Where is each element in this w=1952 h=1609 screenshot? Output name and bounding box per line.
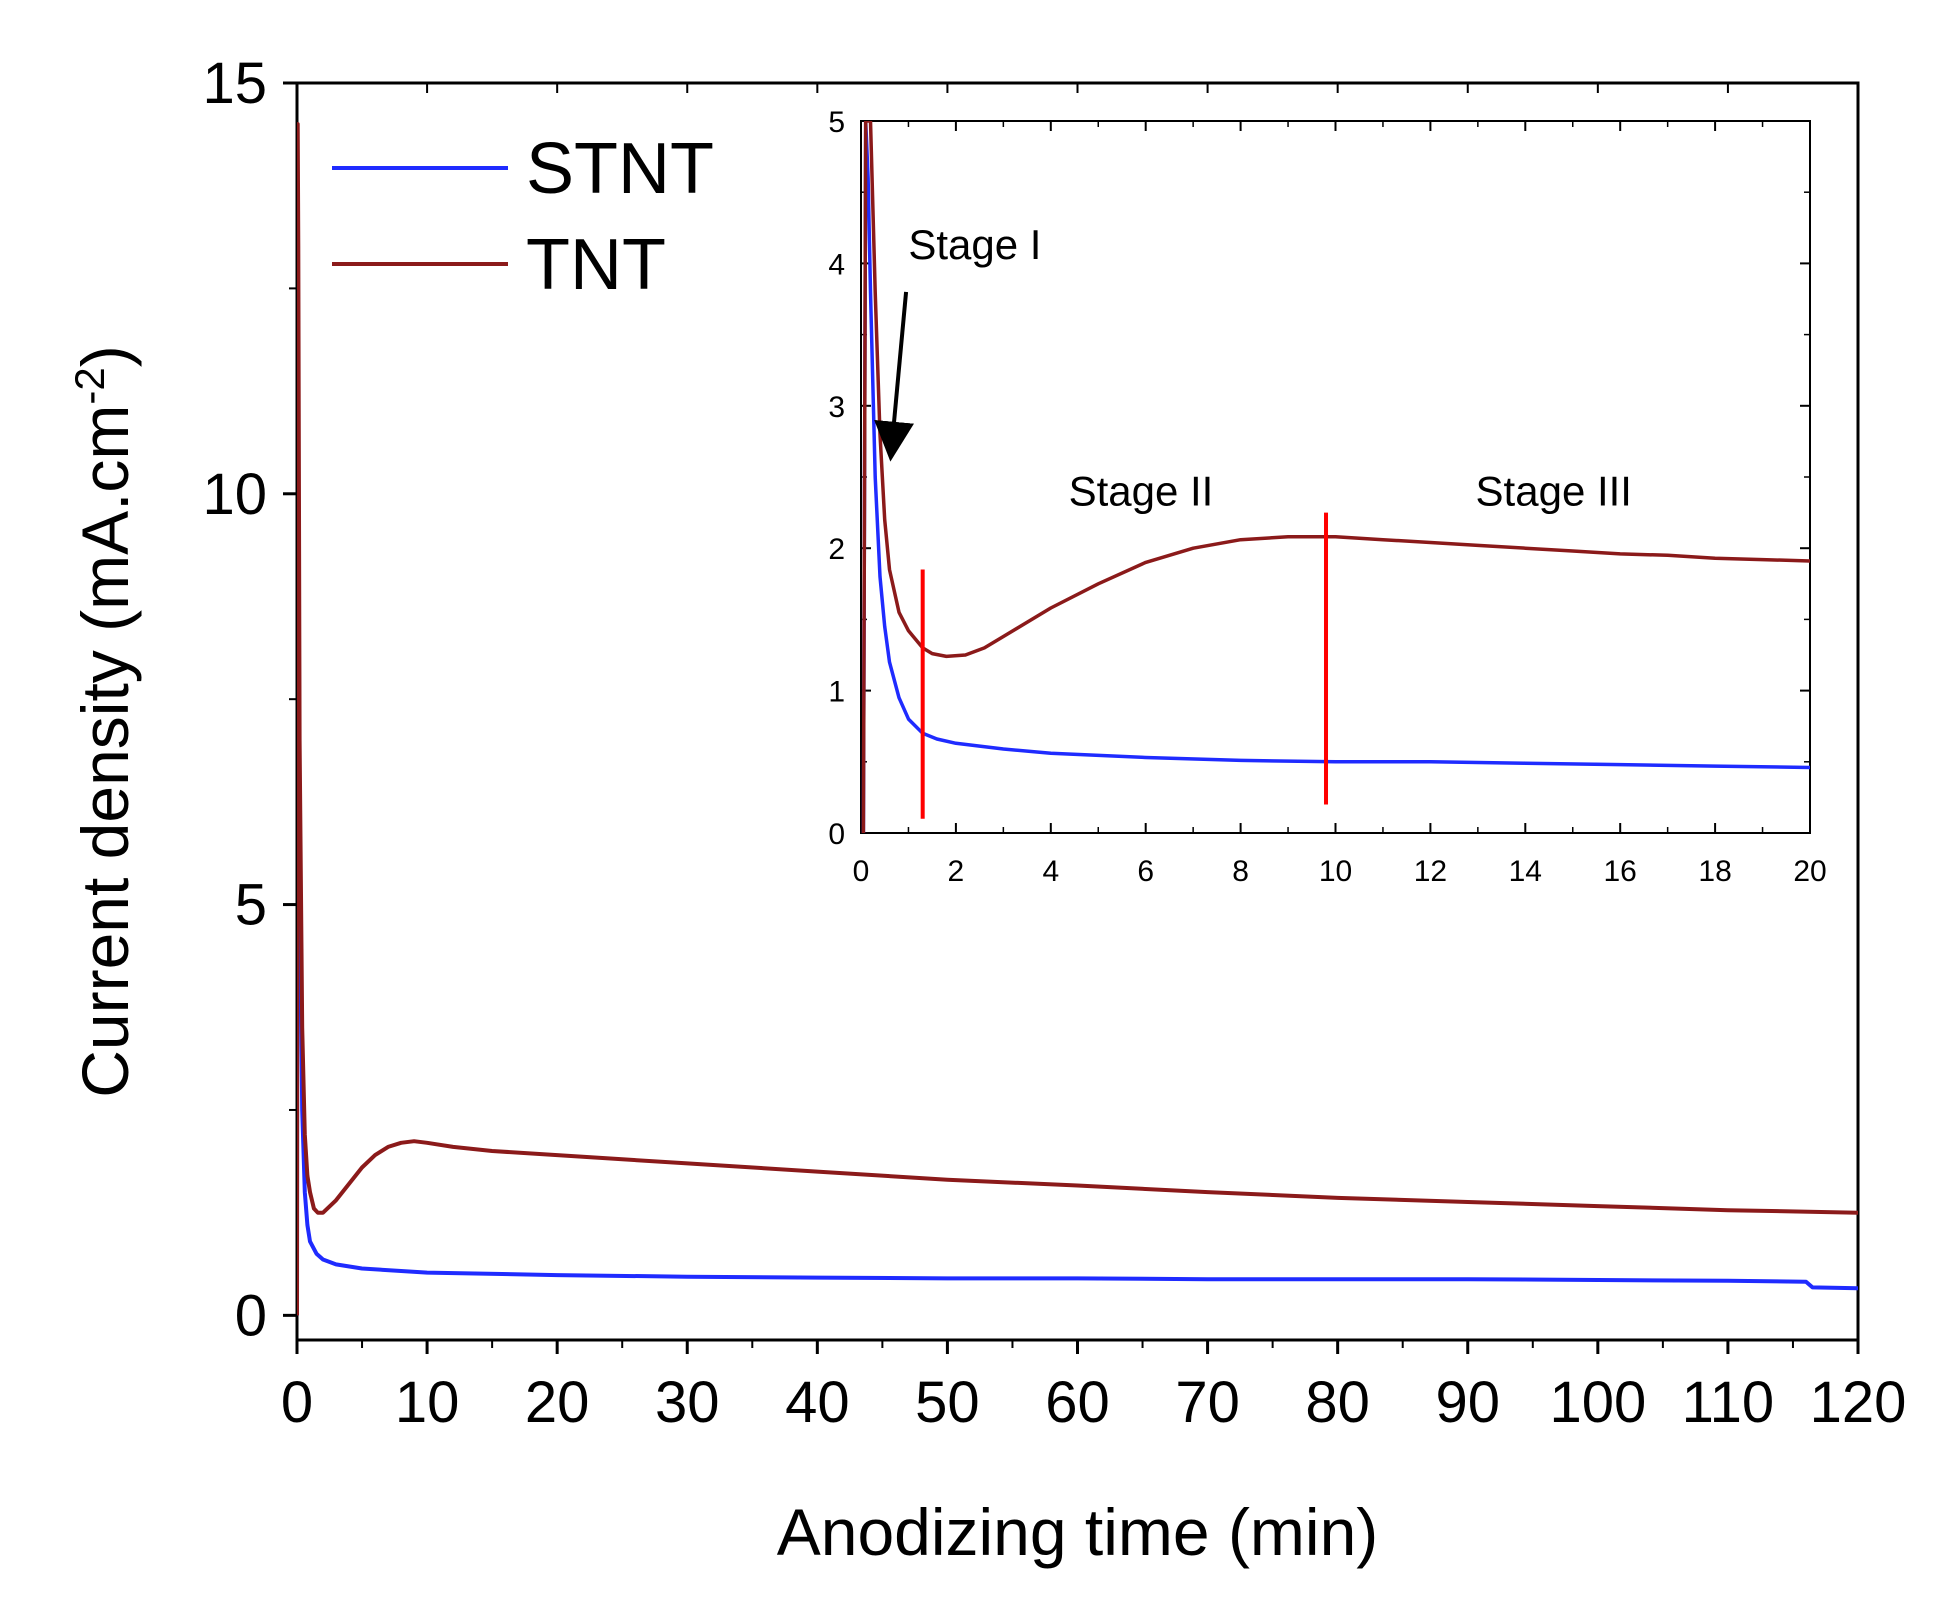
main-x-tick-label: 30 bbox=[655, 1370, 720, 1435]
inset-plot-frame bbox=[860, 120, 1811, 834]
main-x-tick-label: 40 bbox=[785, 1370, 850, 1435]
main-y-tick-label: 5 bbox=[235, 873, 267, 938]
inset-x-tick-label: 12 bbox=[1414, 855, 1447, 888]
inset-y-tick-label: 0 bbox=[828, 818, 845, 851]
main-x-tick-label: 20 bbox=[525, 1370, 590, 1435]
stage-label-2: Stage II bbox=[1069, 467, 1214, 514]
inset-x-tick-label: 2 bbox=[948, 855, 965, 888]
inset-series-line-tnt bbox=[861, 121, 1810, 833]
stage-arrow bbox=[874, 291, 914, 462]
inset-y-tick-label: 3 bbox=[828, 391, 845, 424]
main-y-tick-label: 0 bbox=[235, 1283, 267, 1348]
inset-y-tick-label: 4 bbox=[828, 248, 845, 281]
inset-x-tick-label: 10 bbox=[1319, 855, 1352, 888]
inset-x-tick-label: 8 bbox=[1232, 855, 1249, 888]
main-x-tick-label: 100 bbox=[1549, 1370, 1646, 1435]
inset-x-tick-label: 20 bbox=[1793, 855, 1826, 888]
inset-x-tick-label: 4 bbox=[1042, 855, 1059, 888]
inset-x-tick-label: 14 bbox=[1509, 855, 1542, 888]
main-y-tick-label: 15 bbox=[202, 51, 267, 116]
inset-x-tick-label: 18 bbox=[1698, 855, 1731, 888]
main-x-tick-label: 10 bbox=[395, 1370, 460, 1435]
inset-series-line-stnt bbox=[861, 121, 1810, 833]
main-y-tick-label: 10 bbox=[202, 462, 267, 527]
main-x-tick-label: 120 bbox=[1810, 1370, 1907, 1435]
main-x-axis-title: Anodizing time (min) bbox=[777, 1495, 1379, 1569]
main-y-axis-title: Current density (mA.cm-2) bbox=[66, 345, 142, 1098]
main-x-tick-label: 90 bbox=[1435, 1370, 1500, 1435]
main-x-tick-label: 80 bbox=[1305, 1370, 1370, 1435]
inset-y-tick-label: 2 bbox=[828, 533, 845, 566]
inset-x-tick-label: 0 bbox=[853, 855, 870, 888]
main-x-tick-label: 50 bbox=[915, 1370, 980, 1435]
stage-label-3: Stage III bbox=[1476, 467, 1632, 514]
main-plot: 0 10 20 30 40 50 60 70 80 90 100 110 120051015Anodiz… bbox=[66, 51, 1906, 1569]
main-x-tick-label: 70 bbox=[1175, 1370, 1240, 1435]
main-x-tick-label: 60 bbox=[1045, 1370, 1110, 1435]
inset-x-tick-label: 16 bbox=[1604, 855, 1637, 888]
series-line-tnt bbox=[297, 122, 1858, 1316]
legend-label-stnt: STNT bbox=[526, 129, 714, 209]
inset-x-tick-label: 6 bbox=[1137, 855, 1154, 888]
legend-label-tnt: TNT bbox=[526, 225, 666, 305]
main-x-tick-label: 0 bbox=[281, 1370, 313, 1435]
stage-label-1: Stage I bbox=[908, 221, 1041, 268]
inset-y-tick-label: 5 bbox=[828, 106, 845, 139]
inset-y-tick-label: 1 bbox=[828, 676, 845, 709]
main-x-tick-label: 110 bbox=[1682, 1370, 1774, 1435]
